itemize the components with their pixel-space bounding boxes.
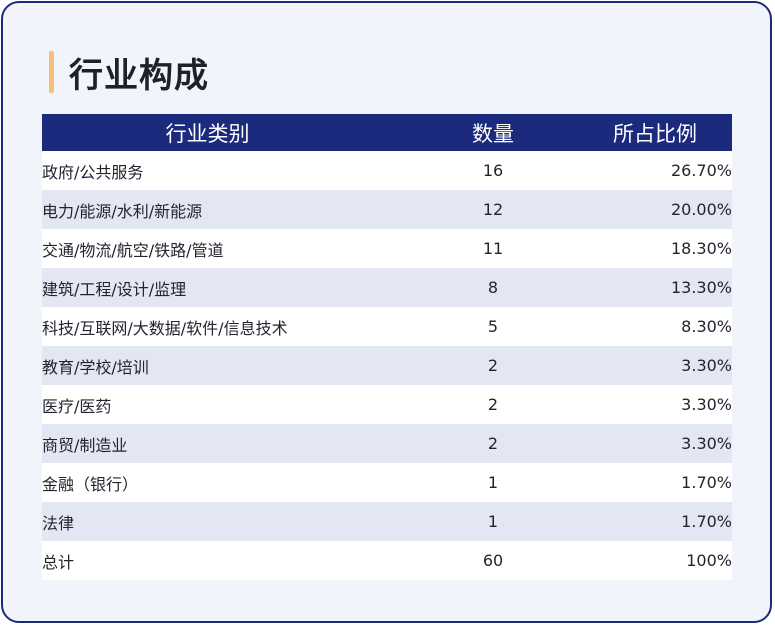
row-category: 科技/互联网/大数据/软件/信息技术: [42, 307, 373, 346]
header-category: 行业类别: [42, 114, 373, 151]
row-count: 2: [373, 385, 613, 424]
title-accent-bar: [49, 51, 54, 93]
row-count: 2: [373, 346, 613, 385]
row-category: 建筑/工程/设计/监理: [42, 268, 373, 307]
row-percent: 1.70%: [613, 502, 732, 541]
row-percent: 18.30%: [613, 229, 732, 268]
header-percent: 所占比例: [613, 114, 732, 151]
row-category: 教育/学校/培训: [42, 346, 373, 385]
table-row: 医疗/医药 2 3.30%: [42, 385, 732, 424]
row-category: 电力/能源/水利/新能源: [42, 190, 373, 229]
row-category: 法律: [42, 502, 373, 541]
table-row: 电力/能源/水利/新能源 12 20.00%: [42, 190, 732, 229]
table-row: 金融（银行） 1 1.70%: [42, 463, 732, 502]
row-percent: 20.00%: [613, 190, 732, 229]
row-category: 政府/公共服务: [42, 151, 373, 190]
row-count: 12: [373, 190, 613, 229]
row-category: 商贸/制造业: [42, 424, 373, 463]
total-count: 60: [373, 541, 613, 580]
row-count: 11: [373, 229, 613, 268]
row-category: 金融（银行）: [42, 463, 373, 502]
row-percent: 1.70%: [613, 463, 732, 502]
table-header-row: 行业类别 数量 所占比例: [42, 114, 732, 151]
row-percent: 3.30%: [613, 346, 732, 385]
row-count: 5: [373, 307, 613, 346]
row-category: 交通/物流/航空/铁路/管道: [42, 229, 373, 268]
row-percent: 13.30%: [613, 268, 732, 307]
row-count: 8: [373, 268, 613, 307]
page-title: 行业构成: [69, 55, 209, 96]
row-percent: 8.30%: [613, 307, 732, 346]
row-category: 医疗/医药: [42, 385, 373, 424]
row-count: 2: [373, 424, 613, 463]
row-count: 1: [373, 502, 613, 541]
table-row: 商贸/制造业 2 3.30%: [42, 424, 732, 463]
table-row: 建筑/工程/设计/监理 8 13.30%: [42, 268, 732, 307]
table-total-row: 总计 60 100%: [42, 541, 732, 580]
row-percent: 26.70%: [613, 151, 732, 190]
table-row: 政府/公共服务 16 26.70%: [42, 151, 732, 190]
row-percent: 3.30%: [613, 424, 732, 463]
table-row: 交通/物流/航空/铁路/管道 11 18.30%: [42, 229, 732, 268]
row-count: 16: [373, 151, 613, 190]
total-percent: 100%: [613, 541, 732, 580]
table-row: 教育/学校/培训 2 3.30%: [42, 346, 732, 385]
total-label: 总计: [42, 541, 373, 580]
row-percent: 3.30%: [613, 385, 732, 424]
table-row: 科技/互联网/大数据/软件/信息技术 5 8.30%: [42, 307, 732, 346]
row-count: 1: [373, 463, 613, 502]
title-row: 行业构成: [49, 47, 209, 97]
industry-table: 行业类别 数量 所占比例 政府/公共服务 16 26.70% 电力/能源/水利/…: [42, 114, 732, 580]
table-row: 法律 1 1.70%: [42, 502, 732, 541]
header-count: 数量: [373, 114, 613, 151]
